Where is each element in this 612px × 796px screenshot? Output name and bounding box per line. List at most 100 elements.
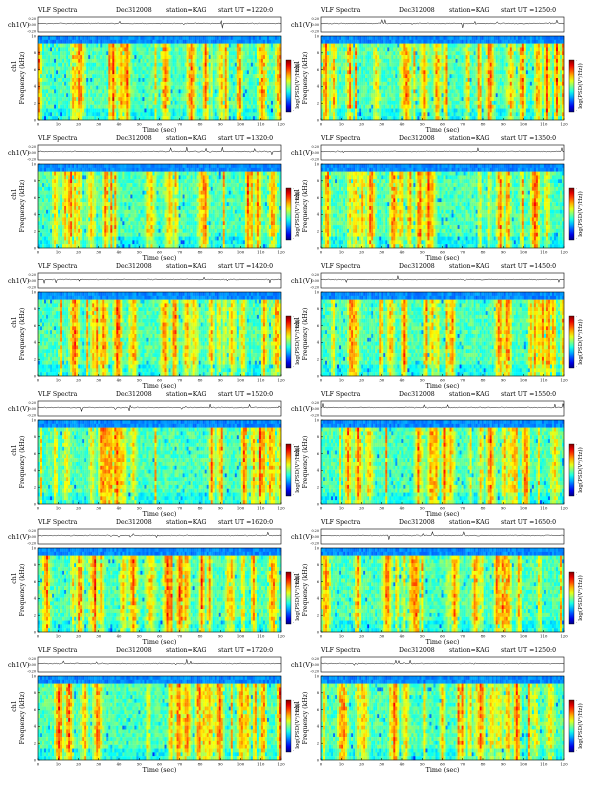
spectrogram-cell	[132, 86, 134, 90]
spectrogram-cell	[104, 51, 106, 55]
spectrogram-cell	[136, 101, 138, 105]
spectrogram-cell	[217, 89, 219, 93]
spectrogram-cell	[68, 59, 70, 63]
spectrogram-cell	[241, 89, 243, 93]
spectrogram-cell	[444, 67, 446, 71]
spectrogram-cell	[504, 59, 506, 63]
spectrogram-cell	[181, 78, 183, 82]
spectrogram-cell	[385, 67, 387, 71]
spectrogram-cell	[478, 105, 480, 109]
spectrogram-cell	[205, 112, 207, 116]
spectrogram-cell	[161, 44, 163, 48]
spectrogram-cell	[140, 109, 142, 113]
spectrogram-cell	[179, 93, 181, 97]
spectrogram-cell	[132, 82, 134, 86]
spectrogram-cell	[393, 89, 395, 93]
spectrogram-cell	[102, 51, 104, 55]
spectrogram-cell	[504, 82, 506, 86]
spectrogram-cell	[393, 44, 395, 48]
spectrogram-cell	[136, 74, 138, 78]
spectrogram-cell	[98, 67, 100, 71]
spectrogram-cell	[325, 59, 327, 63]
spectrogram-cell	[478, 86, 480, 90]
spectrogram-cell	[468, 36, 470, 40]
spectrogram-cell	[401, 97, 403, 101]
spectrogram-cell	[403, 93, 405, 97]
spectrogram-cell	[62, 93, 64, 97]
spectrogram-cell	[458, 59, 460, 63]
spectrogram-cell	[163, 89, 165, 93]
spectrogram-cell	[56, 78, 58, 82]
spectrogram-cell	[520, 59, 522, 63]
spectrogram-cell	[223, 97, 225, 101]
spectrogram-cell	[211, 89, 213, 93]
spectrogram-cell	[179, 86, 181, 90]
spectrogram-cell	[450, 36, 452, 40]
spectrogram-cell	[448, 97, 450, 101]
spectrogram-cell	[333, 97, 335, 101]
spectrogram-cell	[351, 36, 353, 40]
spectrogram-cell	[167, 36, 169, 40]
spectrogram-cell	[448, 63, 450, 67]
spectrogram-cell	[482, 40, 484, 44]
spectrogram-cell	[152, 70, 154, 74]
spectrogram-cell	[512, 74, 514, 78]
spectrogram-cell	[357, 78, 359, 82]
spectrogram-cell	[169, 67, 171, 71]
spectrogram-cell	[371, 63, 373, 67]
spectrogram-cell	[185, 74, 187, 78]
spectrogram-cell	[193, 112, 195, 116]
spectrogram-cell	[373, 116, 375, 120]
spectrogram-cell	[54, 63, 56, 67]
spectrogram-cell	[508, 70, 510, 74]
spectrogram-cell	[223, 47, 225, 51]
spectrogram-cell	[130, 86, 132, 90]
spectrogram-cell	[251, 44, 253, 48]
spectrogram-cell	[209, 116, 211, 120]
spectrogram-cell	[159, 86, 161, 90]
spectrogram-cell	[508, 89, 510, 93]
spectrogram-cell	[142, 36, 144, 40]
spectrogram-cell	[385, 89, 387, 93]
spectrogram-cell	[371, 86, 373, 90]
spectrogram-cell	[40, 105, 42, 109]
spectrogram-cell	[458, 82, 460, 86]
spectrogram-cell	[120, 44, 122, 48]
spectrogram-cell	[177, 67, 179, 71]
spectrogram-cell	[177, 44, 179, 48]
spectrogram-cell	[219, 101, 221, 105]
spectrogram-cell	[118, 78, 120, 82]
spectrogram-cell	[237, 86, 239, 90]
spectrogram-cell	[74, 82, 76, 86]
spectrogram-cell	[508, 82, 510, 86]
spectrogram-cell	[38, 44, 40, 48]
spectrogram-cell	[247, 70, 249, 74]
spectrogram-cell	[159, 78, 161, 82]
spectrogram-cell	[193, 105, 195, 109]
spectrogram-cell	[345, 40, 347, 44]
spectrogram-cell	[494, 78, 496, 82]
spectrogram-cell	[227, 63, 229, 67]
spectrogram-cell	[373, 40, 375, 44]
spectrogram-cell	[377, 93, 379, 97]
spectrogram-cell	[257, 59, 259, 63]
spectrogram-cell	[452, 86, 454, 90]
spectrogram-cell	[48, 86, 50, 90]
spectrogram-cell	[96, 82, 98, 86]
spectrogram-cell	[104, 70, 106, 74]
spectrogram-cell	[466, 59, 468, 63]
spectrogram-cell	[187, 112, 189, 116]
spectrogram-cell	[100, 70, 102, 74]
spectrogram-cell	[161, 109, 163, 113]
spectrogram-cell	[106, 89, 108, 93]
spectrogram-cell	[526, 51, 528, 55]
spectrogram-cell	[349, 86, 351, 90]
spectrogram-cell	[468, 78, 470, 82]
spectrogram-cell	[163, 44, 165, 48]
spectrogram-cell	[472, 59, 474, 63]
spectrogram-cell	[448, 59, 450, 63]
spectrogram-cell	[90, 44, 92, 48]
spectrogram-cell	[446, 78, 448, 82]
spectrogram-cell	[136, 59, 138, 63]
spectrogram-cell	[275, 78, 277, 82]
